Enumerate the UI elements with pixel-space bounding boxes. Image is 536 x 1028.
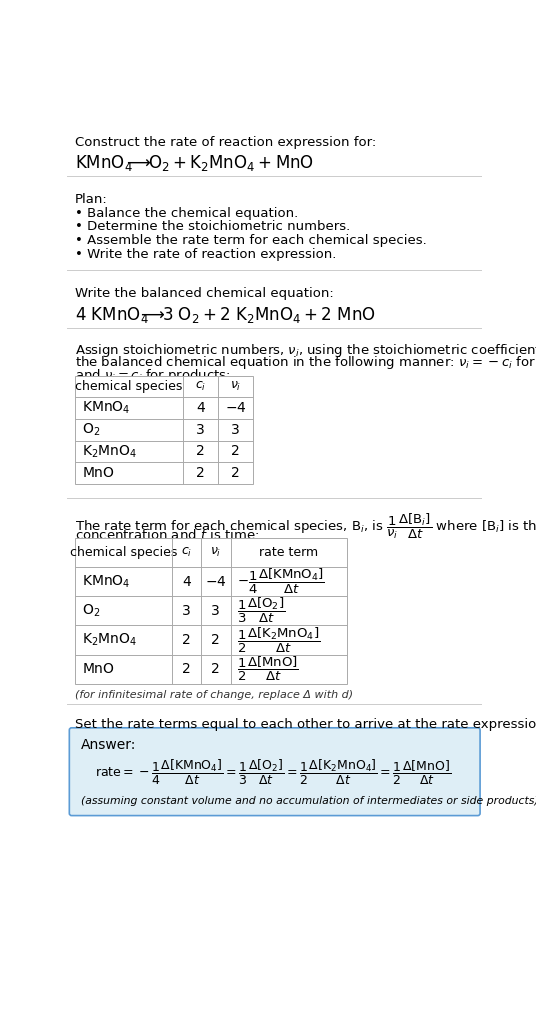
Text: 3: 3 (231, 423, 240, 437)
Bar (75, 538, 347, 684)
Text: Assign stoichiometric numbers, $\nu_i$, using the stoichiometric coefficients, $: Assign stoichiometric numbers, $\nu_i$, … (75, 342, 536, 359)
Text: (for infinitesimal rate of change, replace Δ with d): (for infinitesimal rate of change, repla… (75, 690, 353, 700)
Text: 4: 4 (196, 401, 205, 415)
Text: rate term: rate term (259, 546, 318, 559)
Text: 4: 4 (182, 575, 191, 588)
Text: 3: 3 (196, 423, 205, 437)
Text: $\nu_i$: $\nu_i$ (210, 546, 221, 559)
Text: chemical species: chemical species (70, 546, 177, 559)
Text: $\dfrac{1}{3}\dfrac{\Delta[\mathrm{O_2}]}{\Delta t}$: $\dfrac{1}{3}\dfrac{\Delta[\mathrm{O_2}]… (237, 596, 285, 625)
Text: 2: 2 (182, 633, 191, 647)
Text: 2: 2 (211, 633, 220, 647)
Text: $\longrightarrow$: $\longrightarrow$ (137, 305, 165, 323)
Text: 2: 2 (231, 444, 240, 458)
Text: 2: 2 (211, 662, 220, 676)
Text: $c_i$: $c_i$ (181, 546, 192, 559)
Text: $\mathrm{K_2MnO_4}$: $\mathrm{K_2MnO_4}$ (83, 632, 138, 649)
Text: $-4$: $-4$ (205, 575, 227, 588)
Text: 3: 3 (211, 603, 220, 618)
Text: 2: 2 (231, 466, 240, 480)
Text: $\mathrm{K_2MnO_4}$: $\mathrm{K_2MnO_4}$ (83, 443, 138, 460)
Text: $\mathrm{O_2}$: $\mathrm{O_2}$ (83, 602, 101, 619)
Text: $-4$: $-4$ (225, 401, 247, 415)
Text: The rate term for each chemical species, $\mathrm{B}_i$, is $\dfrac{1}{\nu_i}\df: The rate term for each chemical species,… (75, 512, 536, 541)
Text: $-\dfrac{1}{4}\dfrac{\Delta[\mathrm{KMnO_4}]}{\Delta t}$: $-\dfrac{1}{4}\dfrac{\Delta[\mathrm{KMnO… (237, 566, 325, 596)
FancyBboxPatch shape (69, 728, 480, 815)
Text: Construct the rate of reaction expression for:: Construct the rate of reaction expressio… (75, 136, 376, 149)
Text: the balanced chemical equation in the following manner: $\nu_i = -c_i$ for react: the balanced chemical equation in the fo… (75, 355, 536, 371)
Text: chemical species: chemical species (76, 380, 183, 393)
Text: $\mathrm{KMnO_4}$: $\mathrm{KMnO_4}$ (83, 574, 131, 590)
Text: $\mathrm{rate} = -\dfrac{1}{4}\dfrac{\Delta[\mathrm{KMnO_4}]}{\Delta t} = \dfrac: $\mathrm{rate} = -\dfrac{1}{4}\dfrac{\De… (95, 758, 451, 786)
Text: $\nu_i$: $\nu_i$ (230, 380, 241, 394)
Text: concentration and $t$ is time:: concentration and $t$ is time: (75, 528, 259, 543)
Text: $\mathrm{MnO}$: $\mathrm{MnO}$ (83, 466, 115, 480)
Text: Write the balanced chemical equation:: Write the balanced chemical equation: (75, 287, 333, 299)
Text: Answer:: Answer: (81, 738, 136, 751)
Text: $\mathrm{O_2}$: $\mathrm{O_2}$ (83, 421, 101, 438)
Text: $\mathrm{3\ O_2 + 2\ K_2MnO_4 + 2\ MnO}$: $\mathrm{3\ O_2 + 2\ K_2MnO_4 + 2\ MnO}$ (162, 305, 376, 325)
Text: 2: 2 (196, 466, 205, 480)
Text: $\dfrac{1}{2}\dfrac{\Delta[\mathrm{MnO}]}{\Delta t}$: $\dfrac{1}{2}\dfrac{\Delta[\mathrm{MnO}]… (237, 655, 299, 684)
Text: Plan:: Plan: (75, 192, 108, 206)
Text: $\longrightarrow$: $\longrightarrow$ (123, 152, 151, 171)
Bar (75, 376, 253, 484)
Text: Set the rate terms equal to each other to arrive at the rate expression:: Set the rate terms equal to each other t… (75, 718, 536, 731)
Text: 2: 2 (196, 444, 205, 458)
Text: $\dfrac{1}{2}\dfrac{\Delta[\mathrm{K_2MnO_4}]}{\Delta t}$: $\dfrac{1}{2}\dfrac{\Delta[\mathrm{K_2Mn… (237, 625, 320, 655)
Text: • Balance the chemical equation.: • Balance the chemical equation. (75, 207, 298, 220)
Text: 2: 2 (182, 662, 191, 676)
Text: • Determine the stoichiometric numbers.: • Determine the stoichiometric numbers. (75, 220, 350, 233)
Text: $c_i$: $c_i$ (195, 380, 206, 394)
Text: and $\nu_i = c_i$ for products:: and $\nu_i = c_i$ for products: (75, 367, 230, 383)
Text: $\mathrm{O_2 + K_2MnO_4 + MnO}$: $\mathrm{O_2 + K_2MnO_4 + MnO}$ (148, 152, 315, 173)
Text: $\mathrm{KMnO_4}$: $\mathrm{KMnO_4}$ (75, 152, 132, 173)
Text: 3: 3 (182, 603, 191, 618)
Text: • Assemble the rate term for each chemical species.: • Assemble the rate term for each chemic… (75, 234, 427, 248)
Text: • Write the rate of reaction expression.: • Write the rate of reaction expression. (75, 248, 336, 261)
Text: $\mathrm{4\ KMnO_4}$: $\mathrm{4\ KMnO_4}$ (75, 305, 148, 325)
Text: $\mathrm{MnO}$: $\mathrm{MnO}$ (83, 662, 115, 676)
Text: (assuming constant volume and no accumulation of intermediates or side products): (assuming constant volume and no accumul… (81, 796, 536, 806)
Text: $\mathrm{KMnO_4}$: $\mathrm{KMnO_4}$ (83, 400, 131, 416)
